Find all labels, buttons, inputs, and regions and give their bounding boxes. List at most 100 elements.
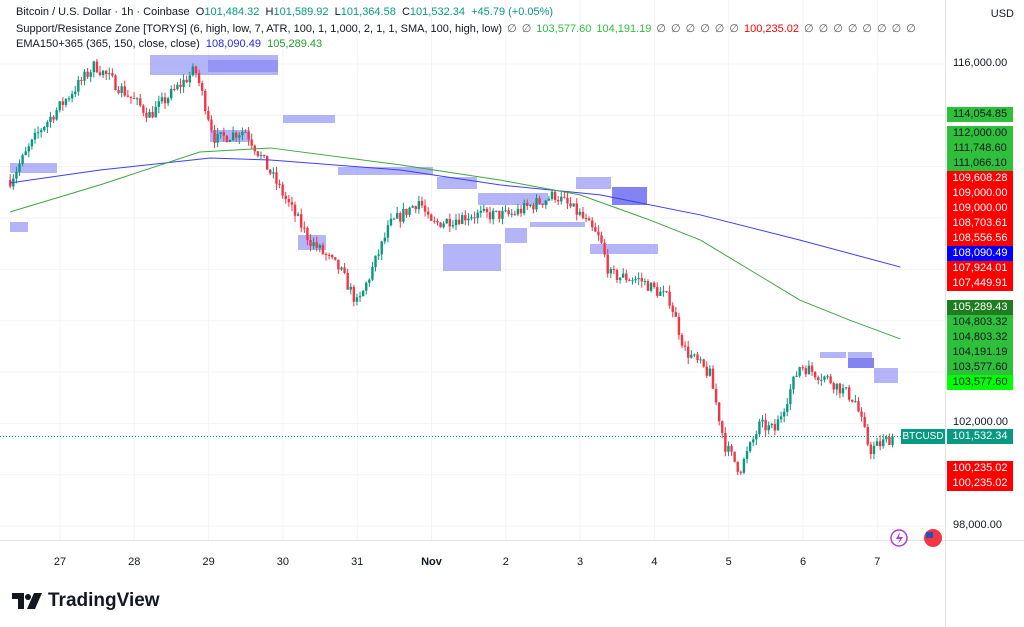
price-label: 108,556.56 [947,231,1013,246]
candle-body [739,471,743,473]
sr-zone [443,244,501,271]
price-label: 111,748.60 [947,141,1013,156]
sr-zone-value: ∅ [685,23,696,35]
candle-body [191,66,195,76]
candle-body [247,132,250,140]
candle-body [132,97,136,99]
candle-body [241,131,244,136]
sr-zone [283,115,335,123]
candle-body [476,212,479,219]
candle-body [448,218,452,227]
candle-body [482,208,486,211]
time-axis-label: 31 [351,556,364,568]
candle-body [752,439,755,443]
candle-body [615,270,619,281]
candle-body [284,195,287,200]
candle-body [618,277,622,281]
candle-body [101,70,105,76]
candle-body [851,399,854,402]
candle-body [761,419,764,422]
candle-body [222,132,226,136]
candle-body [231,132,235,141]
candle-body [767,425,770,431]
candle-body [606,254,609,274]
high-label: H [265,6,274,18]
candle-body [269,169,272,174]
candle-body [628,280,631,282]
candle-body [717,402,721,422]
candle-body [454,219,458,226]
candle-body [665,291,668,293]
candle-body [522,203,526,214]
candle-body [64,99,68,105]
candle-body [714,388,718,403]
candle-body [649,282,653,291]
sr-zone-value: ∅ [804,23,814,35]
candle-body [210,119,213,130]
ema-label: EMA150+365 (365, 150, close, close) [16,38,200,50]
candle-body [408,207,411,215]
candle-body [200,83,204,91]
candle-body [857,401,860,412]
candle-body [612,269,616,271]
currency-label[interactable]: USD [990,8,1014,20]
candle-body [702,359,705,367]
sr-zone-value: ∅ [833,23,843,35]
close-label: C [401,6,410,18]
sr-zone-value: ∅ [729,23,739,35]
candle-body [495,210,498,212]
sr-zone-legend[interactable]: Support/Resistance Zone [TORYS] (6, high… [16,22,916,35]
time-axis-label: 6 [799,556,807,568]
candle-body [309,240,312,247]
candle-body [324,253,328,255]
change-value: +45.79 (+0.05%) [471,6,554,18]
candle-body [275,172,278,184]
candle-body [179,84,182,88]
candle-body [578,211,582,215]
candle-body [826,376,829,378]
candle-body [479,210,482,213]
time-axis-label: 2 [502,556,509,568]
ema-legend[interactable]: EMA150+365 (365, 150, close, close) 108,… [16,38,322,50]
price-label: 100,235.02 [947,476,1013,491]
candle-body [173,88,176,90]
price-label: 111,066.10 [947,156,1013,171]
candle-body [244,131,247,133]
candle-body [491,210,495,220]
candle-body [219,132,222,134]
candle-body [683,345,687,347]
candle-body [194,66,198,74]
candle-body [693,354,696,356]
candle-body [584,218,588,220]
candle-body [33,132,37,140]
time-axis-label: 4 [651,556,658,568]
candle-body [572,203,575,207]
candle-body [705,366,708,376]
candle-body [123,86,126,96]
candle-body [287,199,291,203]
candle-body [92,61,96,73]
candle-body [764,419,767,431]
candle-body [535,198,538,210]
candle-body [813,371,817,378]
candle-body [631,280,634,282]
ema365-value: 108,090.49 [205,38,261,50]
candle-body [563,196,566,198]
ema365-line [10,157,901,268]
time-axis-label: 5 [725,556,732,568]
candle-body [637,278,640,280]
sr-zone-value: ∅ [507,23,517,35]
candle-body [473,217,476,219]
candle-body [182,79,185,88]
candle-body [129,96,133,98]
candle-body [488,212,492,220]
tradingview-logo[interactable]: TradingView [12,590,160,612]
candle-body [829,376,832,384]
candle-body [46,122,49,128]
candle-body [368,279,371,283]
candle-body [553,191,557,200]
candle-body [798,367,801,376]
candle-body [677,316,681,335]
sr-zone [576,177,611,189]
